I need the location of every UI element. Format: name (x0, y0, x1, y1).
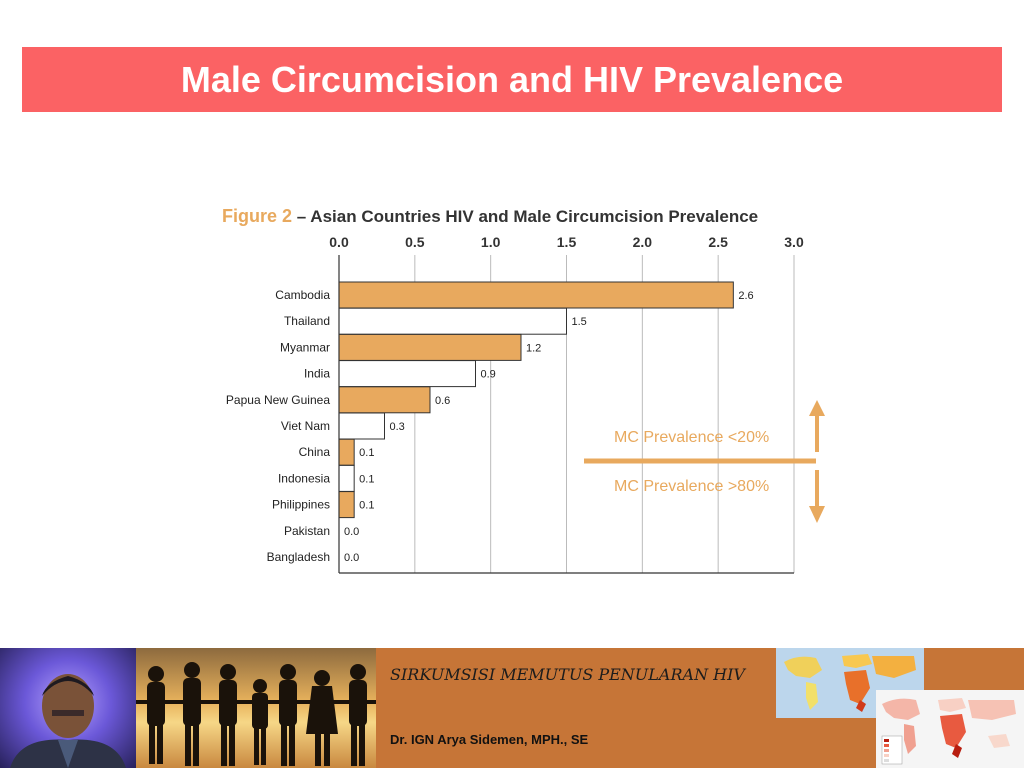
category-label: India (304, 367, 330, 381)
x-tick-label: 3.0 (784, 234, 804, 250)
bar (338, 281, 734, 309)
x-tick-label: 2.5 (708, 234, 728, 250)
bar (338, 491, 355, 519)
mc-high-label: MC Prevalence >80% (614, 478, 769, 495)
data-label: 0.3 (390, 421, 405, 433)
footer-slogan: SIRKUMSISI MEMUTUS PENULARAN HIV (390, 665, 745, 684)
data-label: 0.1 (359, 473, 374, 485)
category-label: Philippines (272, 498, 330, 512)
silhouette-photo (136, 648, 376, 768)
x-tick-label: 1.5 (557, 234, 577, 250)
figure-title: Figure 2 – Asian Countries HIV and Male … (222, 206, 758, 227)
bar (338, 307, 567, 335)
bar (338, 412, 385, 440)
category-label: Pakistan (284, 524, 330, 538)
figure-label: Figure 2 (222, 206, 293, 226)
category-label: Indonesia (278, 471, 330, 485)
slide-title: Male Circumcision and HIV Prevalence (180, 58, 844, 100)
people-silhouettes (136, 662, 376, 766)
mc-annotation: MC Prevalence <20% MC Prevalence >80% (584, 400, 825, 523)
category-label: Bangladesh (267, 550, 330, 564)
bar (338, 386, 431, 414)
hiv-map-graphic (881, 698, 1016, 765)
author-portrait (0, 648, 136, 768)
data-label: 0.1 (359, 500, 374, 512)
bar (338, 333, 522, 361)
x-tick-label: 2.0 (633, 234, 653, 250)
category-label: Myanmar (280, 340, 330, 354)
footer-author: Dr. IGN Arya Sidemen, MPH., SE (390, 732, 589, 747)
chart-axes (338, 255, 794, 574)
hiv-prevalence-map-image (876, 690, 1024, 768)
data-label: 1.5 (572, 316, 587, 328)
x-tick-label: 1.0 (481, 234, 501, 250)
data-label: 2.6 (738, 290, 753, 302)
down-arrow-head (809, 506, 825, 523)
slide-title-bar: Male Circumcision and HIV Prevalence (22, 47, 1002, 112)
x-tick-label: 0.5 (405, 234, 425, 250)
x-axis-ticks: 0.0 0.5 1.0 1.5 2.0 2.5 3.0 (329, 234, 804, 250)
bar (338, 438, 355, 466)
category-label: Papua New Guinea (226, 393, 330, 407)
x-tick-label: 0.0 (329, 234, 349, 250)
mc-low-label: MC Prevalence <20% (614, 429, 769, 446)
category-label: Thailand (284, 314, 330, 328)
up-arrow-head (809, 400, 825, 416)
category-label: Viet Nam (281, 419, 330, 433)
category-label: China (299, 445, 331, 459)
data-label: 1.2 (526, 342, 541, 354)
data-label: 0.0 (344, 526, 359, 538)
data-label: 0.0 (344, 552, 359, 564)
bar (338, 464, 355, 492)
category-label: Cambodia (275, 288, 330, 302)
chart-bars: Cambodia 2.6 Thailand 1.5 Myanmar 1.2 India 0.9… (226, 281, 754, 564)
data-label: 0.9 (481, 369, 496, 381)
bar (338, 360, 476, 388)
data-label: 0.1 (359, 447, 374, 459)
figure-caption: – Asian Countries HIV and Male Circumcis… (296, 207, 759, 226)
portrait-image (10, 674, 126, 768)
bar-chart: 0.0 0.5 1.0 1.5 2.0 2.5 3.0 Cambodia 2.6 Thailan… (226, 234, 825, 574)
data-label: 0.6 (435, 395, 450, 407)
